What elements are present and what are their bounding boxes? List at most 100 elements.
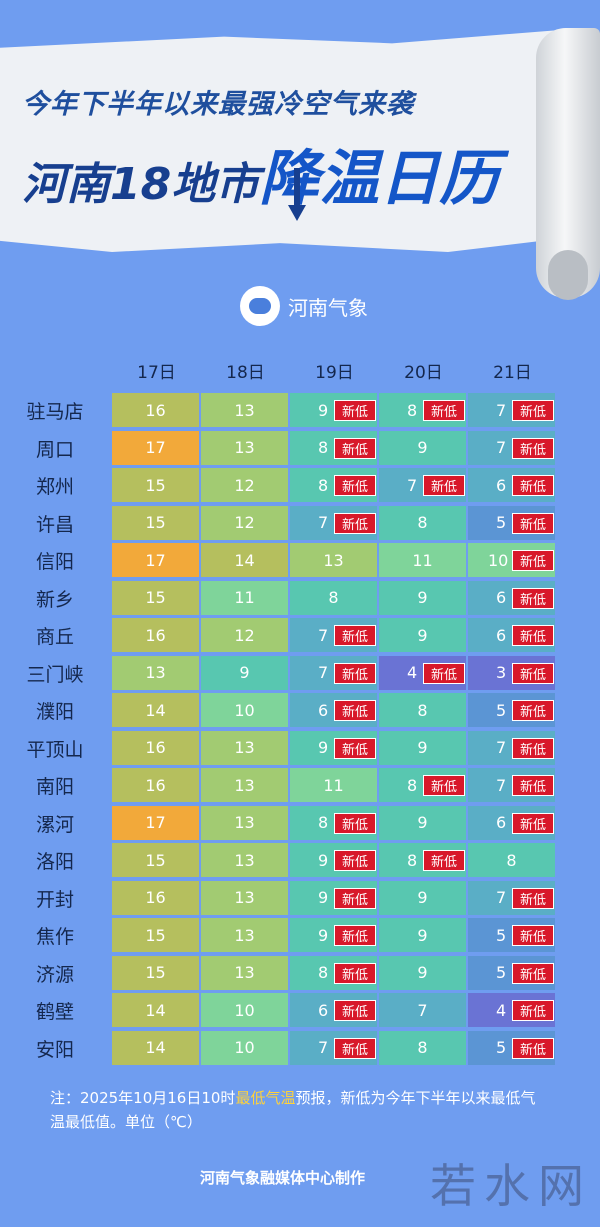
city-label: 周口 bbox=[35, 438, 74, 461]
temp-cell: 12 bbox=[201, 618, 288, 652]
temp-cell: 8 bbox=[468, 843, 555, 877]
temp-value: 15 bbox=[145, 475, 166, 495]
temp-cell: 13 bbox=[290, 543, 377, 577]
day-header-1: 17日 bbox=[137, 363, 176, 383]
table-row: 13 9 7 新低 4 新低 3 新低 bbox=[112, 655, 558, 690]
temp-value: 14 bbox=[234, 550, 255, 570]
temp-cell: 5 新低 bbox=[468, 505, 555, 540]
temp-value: 8 bbox=[318, 475, 329, 495]
new-low-badge: 新低 bbox=[334, 475, 376, 496]
temp-cell: 6 新低 bbox=[468, 805, 555, 840]
temp-value: 7 bbox=[496, 888, 507, 907]
temp-value: 6 bbox=[496, 475, 507, 495]
temp-value: 11 bbox=[412, 550, 433, 570]
city-label: 信阳 bbox=[35, 551, 74, 573]
temp-cell: 9 bbox=[379, 730, 466, 765]
temp-cell: 14 bbox=[112, 1030, 199, 1065]
temp-value: 14 bbox=[145, 1038, 166, 1057]
temp-value: 7 bbox=[318, 1038, 329, 1057]
temp-cell: 7 新低 bbox=[468, 768, 555, 802]
temp-value: 16 bbox=[145, 400, 166, 420]
temp-cell: 7 新低 bbox=[468, 730, 555, 765]
new-low-badge: 新低 bbox=[334, 400, 376, 421]
temp-cell: 10 新低 bbox=[468, 543, 555, 577]
new-low-badge: 新低 bbox=[423, 775, 465, 796]
temp-cell: 8 新低 bbox=[290, 468, 377, 502]
temp-cell: 7 新低 bbox=[290, 655, 377, 690]
temp-value: 6 bbox=[496, 625, 507, 645]
city-label: 郑州 bbox=[35, 476, 74, 498]
table-row: 14 10 6 新低 8 5 新低 bbox=[112, 693, 558, 727]
footnote-highlight: 最低气温 bbox=[235, 1089, 296, 1107]
temp-value: 8 bbox=[506, 850, 517, 870]
new-low-badge: 新低 bbox=[512, 1000, 554, 1021]
temp-value: 16 bbox=[145, 888, 166, 907]
temp-cell: 13 bbox=[201, 918, 288, 952]
new-low-badge: 新低 bbox=[334, 737, 376, 759]
temp-value: 9 bbox=[318, 925, 329, 945]
temp-cell: 16 bbox=[112, 393, 199, 427]
new-low-badge: 新低 bbox=[423, 662, 465, 684]
day-header-5: 21日 bbox=[493, 363, 532, 383]
new-low-badge: 新低 bbox=[334, 662, 376, 684]
new-low-badge: 新低 bbox=[512, 1037, 554, 1059]
down-arrow-icon bbox=[288, 205, 306, 221]
temp-cell: 13 bbox=[201, 880, 288, 915]
temp-cell: 13 bbox=[201, 843, 288, 877]
temp-cell: 7 新低 bbox=[468, 393, 555, 427]
temp-cell: 16 bbox=[112, 880, 199, 915]
temp-cell: 13 bbox=[112, 655, 199, 690]
temp-value: 8 bbox=[318, 963, 329, 982]
temp-value: 6 bbox=[318, 700, 329, 720]
temp-cell: 13 bbox=[201, 730, 288, 765]
headline-prefix: 河南18地市 bbox=[22, 159, 260, 210]
temp-cell: 8 bbox=[379, 505, 466, 540]
temp-value: 9 bbox=[417, 738, 428, 757]
temp-value: 15 bbox=[145, 850, 166, 870]
new-low-badge: 新低 bbox=[512, 662, 554, 684]
temp-value: 5 bbox=[496, 925, 507, 945]
producer-credit: 河南气象融媒体中心制作 bbox=[200, 1169, 366, 1187]
temp-cell: 10 bbox=[201, 693, 288, 727]
temp-value: 13 bbox=[234, 888, 255, 907]
new-low-badge: 新低 bbox=[334, 1000, 376, 1021]
temp-cell: 7 新低 bbox=[379, 468, 466, 502]
new-low-badge: 新低 bbox=[512, 512, 554, 534]
table-row: 17 14 13 11 10 新低 bbox=[112, 543, 558, 577]
temp-value: 10 bbox=[234, 1038, 255, 1057]
temp-cell: 6 新低 bbox=[468, 580, 555, 615]
temp-value: 7 bbox=[496, 775, 507, 795]
temp-value: 13 bbox=[234, 813, 255, 832]
temp-value: 16 bbox=[145, 775, 166, 795]
temp-value: 7 bbox=[417, 1000, 428, 1020]
temp-value: 7 bbox=[496, 438, 507, 457]
temp-cell: 7 新低 bbox=[468, 430, 555, 465]
temp-cell: 8 新低 bbox=[379, 393, 466, 427]
new-low-badge: 新低 bbox=[512, 812, 554, 834]
city-label: 焦作 bbox=[35, 926, 74, 948]
city-label: 济源 bbox=[35, 963, 74, 986]
city-label: 许昌 bbox=[35, 513, 74, 536]
new-low-badge: 新低 bbox=[334, 962, 376, 984]
temp-cell: 9 bbox=[379, 618, 466, 652]
temp-cell: 4 新低 bbox=[468, 993, 555, 1027]
temp-cell: 8 bbox=[379, 1030, 466, 1065]
new-low-badge: 新低 bbox=[512, 475, 554, 496]
scroll-roll-end bbox=[548, 250, 588, 300]
new-low-badge: 新低 bbox=[512, 700, 554, 721]
city-label: 洛阳 bbox=[35, 851, 74, 873]
table-row: 17 13 8 新低 9 7 新低 bbox=[112, 430, 558, 465]
temp-cell: 9 新低 bbox=[290, 393, 377, 427]
temp-cell: 6 新低 bbox=[290, 693, 377, 727]
temp-value: 16 bbox=[145, 738, 166, 757]
temp-cell: 5 新低 bbox=[468, 918, 555, 952]
temp-cell: 8 新低 bbox=[379, 843, 466, 877]
temp-cell: 8 bbox=[379, 693, 466, 727]
temp-cell: 15 bbox=[112, 468, 199, 502]
footnote-prefix: 注：2025年10月16日10时 bbox=[50, 1089, 236, 1107]
temp-cell: 4 新低 bbox=[379, 655, 466, 690]
temp-value: 10 bbox=[488, 550, 509, 570]
temp-value: 9 bbox=[417, 438, 428, 457]
new-low-badge: 新低 bbox=[512, 887, 554, 909]
temp-cell: 9 bbox=[379, 430, 466, 465]
